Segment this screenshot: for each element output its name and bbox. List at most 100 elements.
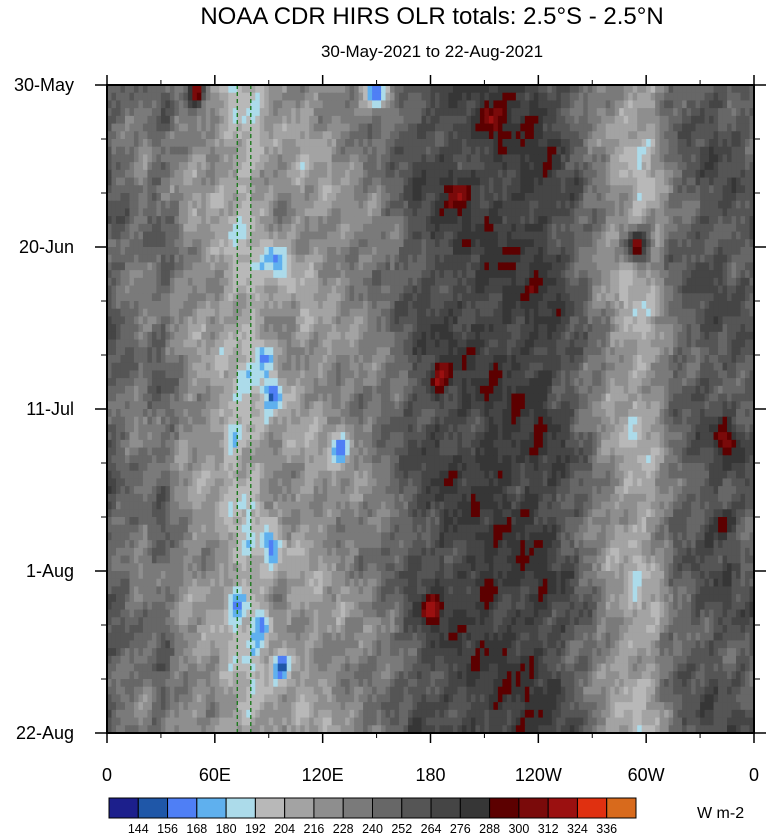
heatmap-cell <box>120 331 126 341</box>
heatmap-cell <box>331 208 337 217</box>
heatmap-cell <box>336 316 342 325</box>
heatmap-cell <box>664 85 670 94</box>
heatmap-cell <box>313 185 319 194</box>
heatmap-cell <box>457 216 463 225</box>
heatmap-cell <box>587 254 593 264</box>
heatmap-cell <box>165 108 171 117</box>
heatmap-cell <box>381 123 387 132</box>
heatmap-cell <box>497 270 503 279</box>
heatmap-cell <box>722 154 728 163</box>
heatmap-cell <box>691 254 697 264</box>
heatmap-cell <box>255 223 261 233</box>
heatmap-cell <box>196 92 202 102</box>
heatmap-cell <box>196 100 202 109</box>
heatmap-cell <box>637 293 643 302</box>
heatmap-cell <box>399 316 405 325</box>
heatmap-cell <box>232 123 238 132</box>
heatmap-cell <box>138 85 144 94</box>
heatmap-cell <box>160 208 167 217</box>
heatmap-cell <box>592 208 598 217</box>
heatmap-cell <box>394 123 400 132</box>
heatmap-cell <box>547 339 553 348</box>
heatmap-cell <box>421 270 427 279</box>
heatmap-cell <box>470 92 477 102</box>
heatmap-cell <box>551 216 557 225</box>
heatmap-cell <box>718 216 724 225</box>
heatmap-cell <box>192 100 198 109</box>
heatmap-cell <box>623 231 629 240</box>
heatmap-cell <box>282 85 288 94</box>
heatmap-cell <box>470 139 477 148</box>
heatmap-cell <box>641 193 647 202</box>
heatmap-cell <box>524 115 530 125</box>
heatmap-cell <box>511 154 517 163</box>
heatmap-cell <box>363 324 369 333</box>
heatmap-cell <box>300 216 306 225</box>
heatmap-cell <box>340 115 346 125</box>
heatmap-cell <box>408 177 414 186</box>
heatmap-cell <box>223 193 229 202</box>
heatmap-cell <box>596 262 602 271</box>
heatmap-cell <box>664 331 670 341</box>
heatmap-cell <box>466 339 472 348</box>
heatmap-cell <box>488 270 494 279</box>
heatmap-cell <box>596 270 602 279</box>
heatmap-cell <box>533 100 539 109</box>
heatmap-cell <box>133 193 140 202</box>
heatmap-cell <box>421 85 427 94</box>
heatmap-cell <box>488 85 494 94</box>
heatmap-cell <box>704 177 710 186</box>
heatmap-cell <box>120 85 126 94</box>
heatmap-cell <box>569 208 575 217</box>
heatmap-cell <box>443 108 450 117</box>
heatmap-cell <box>466 162 472 171</box>
heatmap-cell <box>259 285 265 294</box>
heatmap-cell <box>111 108 117 117</box>
heatmap-cell <box>183 131 189 140</box>
heatmap-cell <box>578 223 584 233</box>
heatmap-cell <box>457 85 463 94</box>
heatmap-cell <box>295 308 301 318</box>
heatmap-cell <box>345 293 351 302</box>
heatmap-cell <box>124 177 131 186</box>
heatmap-cell <box>605 108 611 117</box>
heatmap-cell <box>201 100 207 109</box>
heatmap-cell <box>677 177 683 186</box>
heatmap-cell <box>569 139 575 148</box>
heatmap-cell <box>187 347 193 356</box>
heatmap-cell <box>439 285 445 294</box>
heatmap-cell <box>340 139 346 148</box>
heatmap-cell <box>605 308 611 318</box>
heatmap-cell <box>529 262 535 271</box>
heatmap-cell <box>178 216 184 225</box>
heatmap-cell <box>520 262 526 271</box>
heatmap-cell <box>214 262 220 271</box>
heatmap-cell <box>569 115 575 125</box>
heatmap-cell <box>372 185 378 194</box>
heatmap-cell <box>574 285 580 294</box>
heatmap-cell <box>241 339 247 348</box>
heatmap-cell <box>448 139 454 148</box>
heatmap-cell <box>488 254 494 264</box>
heatmap-cell <box>686 154 692 163</box>
heatmap-cell <box>722 123 728 132</box>
heatmap-cell <box>412 270 418 279</box>
heatmap-cell <box>318 108 324 117</box>
heatmap-cell <box>228 216 234 225</box>
heatmap-cell <box>695 324 701 333</box>
heatmap-cell <box>363 208 369 217</box>
heatmap-cell <box>358 146 364 156</box>
heatmap-cell <box>659 139 665 148</box>
heatmap-cell <box>318 146 324 156</box>
heatmap-cell <box>205 277 211 287</box>
heatmap-cell <box>399 270 405 279</box>
heatmap-cell <box>709 185 715 194</box>
heatmap-cell <box>515 254 521 264</box>
heatmap-cell <box>259 262 265 271</box>
heatmap-cell <box>313 270 319 279</box>
heatmap-cell <box>246 123 252 132</box>
heatmap-cell <box>390 177 396 186</box>
heatmap-cell <box>273 100 279 109</box>
heatmap-cell <box>565 339 571 348</box>
heatmap-cell <box>695 339 701 348</box>
